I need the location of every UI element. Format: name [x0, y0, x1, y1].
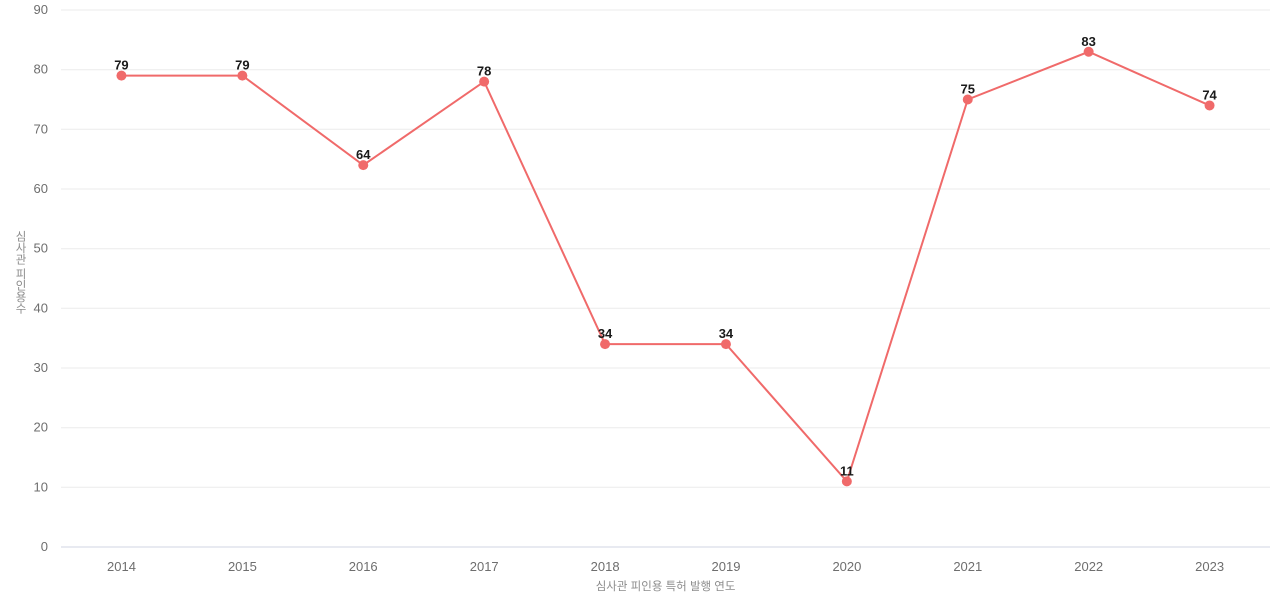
svg-text:83: 83 [1081, 34, 1095, 49]
svg-text:78: 78 [477, 64, 491, 79]
svg-text:34: 34 [598, 326, 613, 341]
svg-text:79: 79 [114, 58, 128, 73]
svg-text:2021: 2021 [953, 559, 982, 574]
svg-text:60: 60 [34, 181, 48, 196]
svg-text:2020: 2020 [832, 559, 861, 574]
svg-text:11: 11 [840, 463, 854, 478]
svg-text:50: 50 [34, 241, 48, 256]
svg-text:90: 90 [34, 2, 48, 17]
svg-text:64: 64 [356, 147, 371, 162]
svg-text:34: 34 [719, 326, 734, 341]
svg-text:40: 40 [34, 300, 48, 315]
svg-text:2015: 2015 [228, 559, 257, 574]
svg-text:80: 80 [34, 62, 48, 77]
svg-text:10: 10 [34, 479, 48, 494]
svg-text:2019: 2019 [712, 559, 741, 574]
svg-text:2016: 2016 [349, 559, 378, 574]
svg-text:0: 0 [41, 539, 48, 554]
svg-text:2017: 2017 [470, 559, 499, 574]
svg-text:79: 79 [235, 58, 249, 73]
svg-text:2022: 2022 [1074, 559, 1103, 574]
svg-text:2014: 2014 [107, 559, 136, 574]
svg-text:2023: 2023 [1195, 559, 1224, 574]
svg-text:20: 20 [34, 420, 48, 435]
svg-text:2018: 2018 [591, 559, 620, 574]
svg-text:30: 30 [34, 360, 48, 375]
svg-text:74: 74 [1202, 87, 1217, 102]
svg-text:75: 75 [961, 82, 975, 97]
svg-text:70: 70 [34, 121, 48, 136]
